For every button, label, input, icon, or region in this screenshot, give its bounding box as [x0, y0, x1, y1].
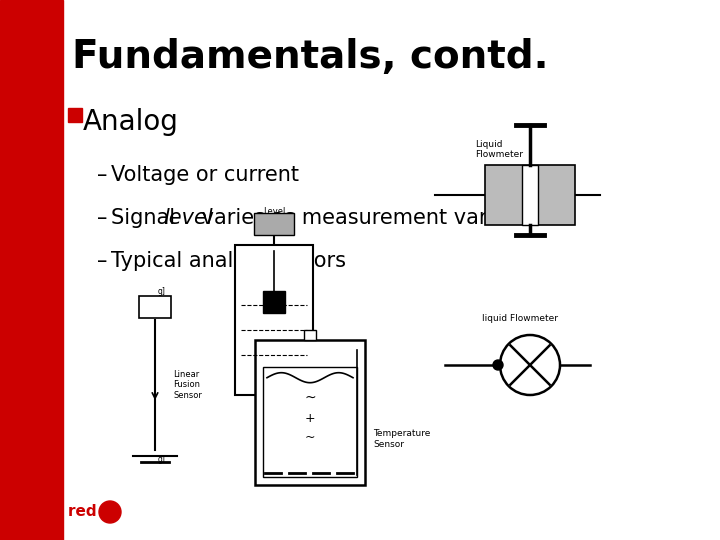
Text: level: level — [163, 208, 213, 228]
Bar — [263, 367, 357, 477]
Text: –: – — [97, 251, 107, 271]
Text: varies as measurement varies: varies as measurement varies — [195, 208, 518, 228]
Text: Fundamentals, contd.: Fundamentals, contd. — [72, 38, 549, 76]
Text: Typical analog sensors: Typical analog sensors — [111, 251, 346, 271]
Bar — [304, 330, 316, 340]
Text: ön: ön — [103, 508, 117, 518]
Text: Liquid
Flowmeter: Liquid Flowmeter — [475, 140, 523, 159]
Bar — [263, 291, 285, 313]
Text: Voltage or current: Voltage or current — [111, 165, 300, 185]
Bar — [485, 165, 575, 225]
Bar — [255, 340, 365, 485]
Text: ~: ~ — [305, 431, 315, 444]
Bar — [235, 245, 313, 395]
Bar — [68, 108, 81, 122]
Text: Linear
Fusion
Sensor: Linear Fusion Sensor — [173, 370, 202, 400]
Bar — [254, 213, 294, 235]
Circle shape — [500, 335, 560, 395]
Text: Analog: Analog — [83, 108, 179, 136]
Bar — [522, 165, 538, 225]
Text: +: + — [305, 412, 315, 425]
Text: Level
Sensor: Level Sensor — [260, 207, 289, 226]
Text: red l: red l — [68, 504, 107, 519]
Text: –: – — [97, 208, 107, 228]
Bar — [139, 296, 171, 318]
Text: ~: ~ — [304, 391, 316, 405]
Text: g]: g] — [158, 455, 166, 464]
Text: Signal: Signal — [111, 208, 182, 228]
Text: g]: g] — [158, 287, 166, 296]
Circle shape — [99, 501, 121, 523]
Text: Temperature
Sensor: Temperature Sensor — [373, 429, 431, 449]
Circle shape — [493, 360, 503, 370]
Text: liquid Flowmeter: liquid Flowmeter — [482, 314, 558, 323]
Text: –: – — [97, 165, 107, 185]
Bar — [0, 0, 63, 540]
